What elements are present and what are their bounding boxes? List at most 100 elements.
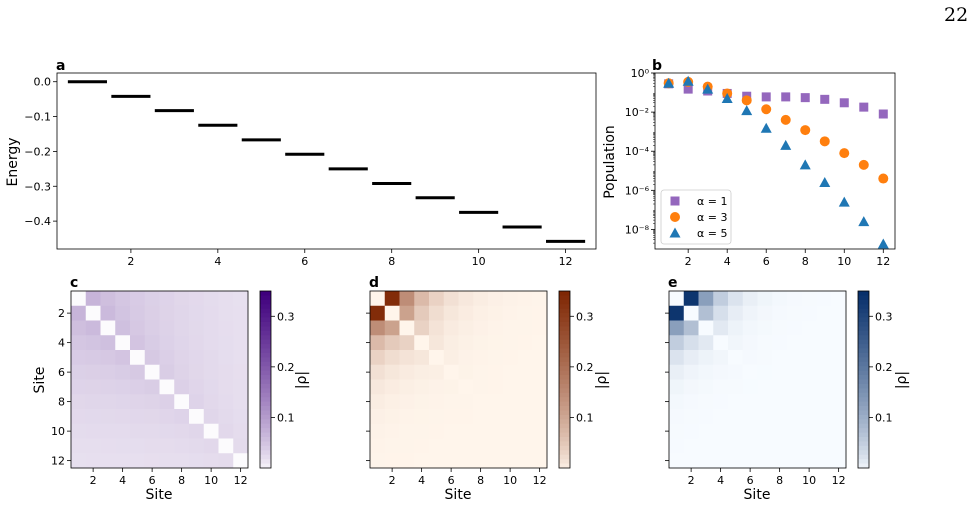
cell-5-11 — [218, 350, 234, 366]
point-alpha-5-site-2 — [682, 75, 694, 86]
colorbar-segment — [559, 450, 570, 456]
cell-2-8 — [772, 305, 788, 321]
x-tick-label: 12 — [832, 474, 846, 487]
cell-9-9 — [787, 409, 803, 425]
cell-9-6 — [144, 409, 160, 425]
cell-10-10 — [203, 423, 219, 439]
cell-11-7 — [458, 438, 474, 454]
y-tick-label: 8 — [58, 396, 65, 409]
cell-5-2 — [683, 350, 699, 366]
cell-5-1 — [71, 350, 87, 366]
colorbar-segment — [858, 454, 869, 460]
cell-2-3 — [399, 305, 415, 321]
cell-10-8 — [473, 423, 489, 439]
cell-2-5 — [728, 305, 744, 321]
cell-11-8 — [772, 438, 788, 454]
cell-12-1 — [370, 453, 386, 469]
cell-4-4 — [115, 335, 131, 351]
cell-3-9 — [787, 320, 803, 336]
cell-5-1 — [669, 350, 685, 366]
point-alpha-1-site-6 — [761, 92, 771, 102]
cell-9-4 — [713, 409, 729, 425]
legend-label-2: α = 5 — [697, 227, 727, 240]
heatmap-frame — [668, 290, 847, 469]
x-tick-label: 10 — [472, 255, 486, 268]
colorbar-segment — [858, 441, 869, 447]
cell-1-8 — [174, 291, 190, 307]
cell-2-10 — [801, 305, 817, 321]
cell-9-12 — [532, 409, 548, 425]
cell-2-9 — [189, 305, 205, 321]
page-number: 22 — [944, 4, 969, 26]
cell-1-12 — [233, 291, 249, 307]
cell-4-9 — [189, 335, 205, 351]
x-tick-label: 8 — [477, 474, 484, 487]
cell-8-12 — [831, 394, 847, 410]
cell-12-6 — [443, 453, 459, 469]
x-tick-label: 6 — [763, 255, 770, 268]
legend-label-1: α = 3 — [697, 211, 727, 224]
cell-5-11 — [816, 350, 832, 366]
point-alpha-1-site-11 — [859, 102, 869, 112]
colorbar-segment — [858, 321, 869, 327]
cell-11-9 — [189, 438, 205, 454]
cell-2-2 — [384, 305, 400, 321]
cell-6-3 — [698, 364, 714, 380]
cell-3-9 — [189, 320, 205, 336]
colorbar-segment — [260, 361, 271, 367]
x-tick-label: 10 — [802, 474, 816, 487]
colorbar-segment — [559, 308, 570, 314]
cell-2-9 — [787, 305, 803, 321]
cell-11-8 — [473, 438, 489, 454]
cell-7-4 — [115, 379, 131, 395]
cell-8-2 — [384, 394, 400, 410]
colorbar-segment — [858, 410, 869, 416]
colorbar-segment — [559, 432, 570, 438]
cell-1-7 — [757, 291, 773, 307]
cell-1-10 — [801, 291, 817, 307]
panel-a-label: a — [56, 58, 65, 74]
panel-d-label: d — [369, 275, 379, 291]
colorbar-segment — [559, 397, 570, 403]
cell-10-2 — [384, 423, 400, 439]
cell-8-2 — [683, 394, 699, 410]
colorbar-segment — [260, 379, 271, 385]
cell-2-12 — [532, 305, 548, 321]
point-alpha-3-site-5 — [741, 95, 752, 106]
x-tick-label: 12 — [559, 255, 573, 268]
cell-9-7 — [458, 409, 474, 425]
cell-5-3 — [698, 350, 714, 366]
cell-11-10 — [203, 438, 219, 454]
cell-1-5 — [728, 291, 744, 307]
cell-4-3 — [399, 335, 415, 351]
legend-marker-0 — [670, 196, 680, 206]
cell-8-7 — [757, 394, 773, 410]
colorbar-segment — [858, 450, 869, 456]
panel-b-label: b — [652, 58, 662, 74]
point-alpha-5-site-9 — [819, 177, 831, 188]
cell-12-3 — [698, 453, 714, 469]
colorbar-segment — [858, 379, 869, 385]
cell-4-3 — [100, 335, 116, 351]
colorbar-segment — [260, 410, 271, 416]
cell-4-8 — [772, 335, 788, 351]
cell-7-12 — [532, 379, 548, 395]
cell-9-11 — [816, 409, 832, 425]
cell-10-12 — [831, 423, 847, 439]
cell-12-2 — [683, 453, 699, 469]
cell-12-8 — [772, 453, 788, 469]
cell-8-9 — [488, 394, 504, 410]
cell-1-11 — [816, 291, 832, 307]
cell-7-3 — [100, 379, 116, 395]
cell-12-8 — [473, 453, 489, 469]
colorbar-tick-label: 0.2 — [576, 361, 594, 374]
cell-8-7 — [458, 394, 474, 410]
cell-7-5 — [429, 379, 445, 395]
panel-e-colorbar-label: |ρ| — [894, 371, 910, 389]
cell-9-8 — [772, 409, 788, 425]
cell-2-4 — [414, 305, 430, 321]
cell-1-9 — [488, 291, 504, 307]
cell-6-10 — [801, 364, 817, 380]
cell-8-5 — [429, 394, 445, 410]
cell-12-12 — [831, 453, 847, 469]
